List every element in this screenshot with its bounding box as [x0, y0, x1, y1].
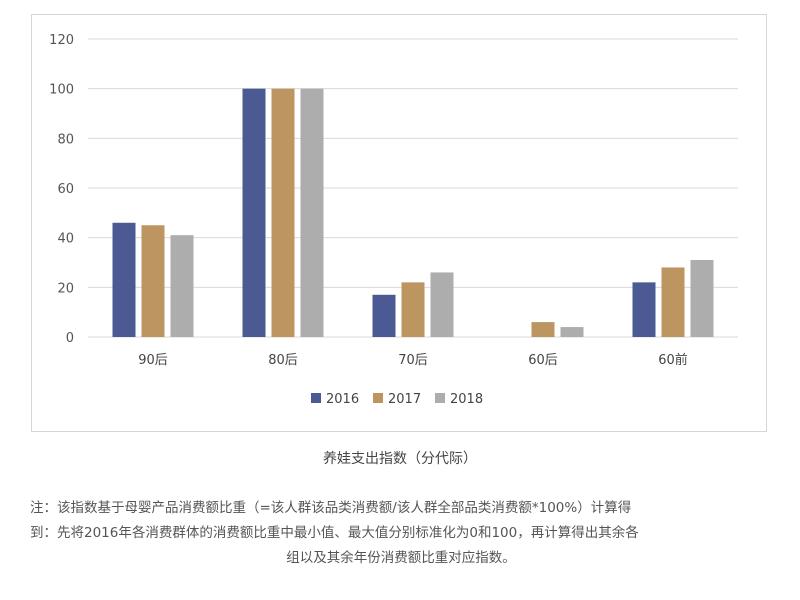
bar-2016-1 [242, 88, 266, 338]
legend-swatch-2018 [435, 393, 445, 403]
category-label: 70后 [398, 353, 428, 368]
category-label: 60前 [658, 352, 688, 368]
x-axis-categories: 90后 80后 70后 60后 60前 [138, 352, 688, 368]
bar-2018-4 [690, 260, 714, 337]
bar-2017-4 [661, 267, 685, 337]
bar-2017-0 [141, 225, 165, 337]
bar-2016-2 [372, 294, 396, 337]
bar-chart: 0 20 40 60 80 100 120 90后 80后 70后 60后 60前 2016 2017… [49, 33, 738, 407]
footnote: 注：该指数基于母婴产品消费额比重（=该人群该品类消费额/该人群全部品类消费额*1… [30, 496, 772, 571]
footnote-line-2: 到：先将2016年各消费群体的消费额比重中最小值、最大值分别标准化为0和100，… [30, 525, 639, 541]
y-tick-label: 100 [49, 83, 74, 98]
y-tick-label: 0 [66, 331, 74, 346]
y-tick-label: 20 [57, 281, 74, 296]
bar-2017-1 [271, 88, 295, 338]
bar-2016-0 [112, 222, 136, 337]
category-label: 80后 [268, 353, 298, 368]
bar-2017-2 [401, 282, 425, 337]
legend-swatch-2017 [373, 393, 383, 403]
y-tick-label: 120 [49, 33, 74, 48]
y-axis-ticks: 0 20 40 60 80 100 120 [49, 33, 74, 346]
bars [112, 88, 714, 338]
bar-2018-2 [430, 272, 454, 337]
y-tick-label: 60 [57, 182, 74, 197]
footnote-line-1: 注：该指数基于母婴产品消费额比重（=该人群该品类消费额/该人群全部品类消费额*1… [30, 500, 632, 516]
footnote-line-3: 组以及其余年份消费额比重对应指数。 [286, 550, 516, 566]
legend-label-2016: 2016 [326, 392, 359, 407]
legend-swatch-2016 [311, 393, 321, 403]
chart-frame: 0 20 40 60 80 100 120 90后 80后 70后 60后 60前 2016 2017… [31, 14, 767, 432]
category-label: 60后 [528, 353, 558, 368]
category-label: 90后 [138, 353, 168, 368]
bar-2018-1 [300, 88, 324, 338]
grid-lines [88, 38, 738, 338]
bar-2017-3 [531, 322, 555, 337]
legend-label-2017: 2017 [388, 392, 421, 407]
chart-caption: 养娃支出指数（分代际） [323, 451, 477, 467]
bar-2018-0 [170, 235, 194, 337]
bar-2018-3 [560, 327, 584, 337]
y-tick-label: 80 [57, 132, 74, 147]
bar-2016-4 [632, 282, 656, 337]
legend: 2016 2017 2018 [311, 392, 483, 407]
y-tick-label: 40 [57, 232, 74, 247]
legend-label-2018: 2018 [450, 392, 483, 407]
